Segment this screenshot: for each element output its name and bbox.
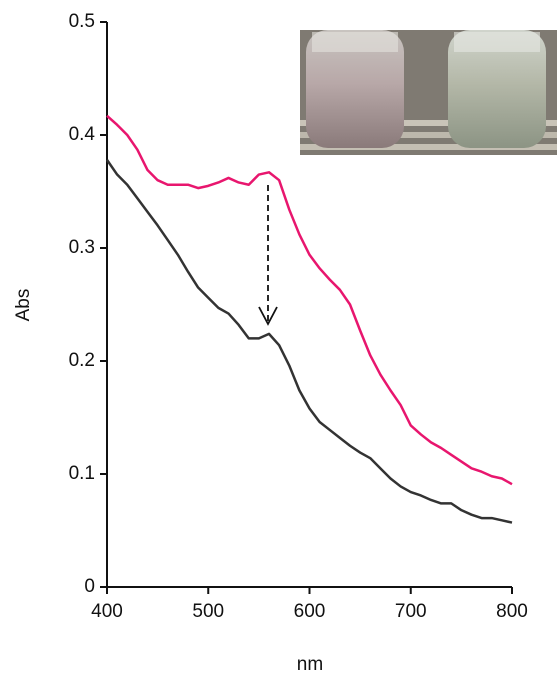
x-axis-label: nm xyxy=(297,654,323,675)
arrow-annotation xyxy=(259,185,277,324)
line-series xyxy=(107,116,512,484)
y-axis-label: Abs xyxy=(13,289,34,322)
y-tick-label: 0.4 xyxy=(69,124,96,145)
y-tick-label: 0.2 xyxy=(69,350,95,371)
y-tick-label: 0 xyxy=(84,576,95,597)
line-series xyxy=(107,160,512,523)
y-tick-label: 0.3 xyxy=(69,237,95,258)
x-tick-label: 400 xyxy=(91,601,123,622)
inset-photo xyxy=(300,30,557,155)
page: Abs nm 00.10.20.30.40.5400500600700800 (… xyxy=(0,0,557,683)
y-tick-label: 0.1 xyxy=(69,463,95,484)
x-tick-label: 600 xyxy=(294,601,326,622)
chart: Abs nm 0 0.1 0.2 0.3 0.4 0.5 400 500 600 700 800 xyxy=(0,0,557,678)
y-tick-label: 0.5 xyxy=(69,11,95,32)
x-tick-label: 700 xyxy=(395,601,427,622)
x-tick-label: 800 xyxy=(496,601,528,622)
x-tick-label: 500 xyxy=(192,601,224,622)
